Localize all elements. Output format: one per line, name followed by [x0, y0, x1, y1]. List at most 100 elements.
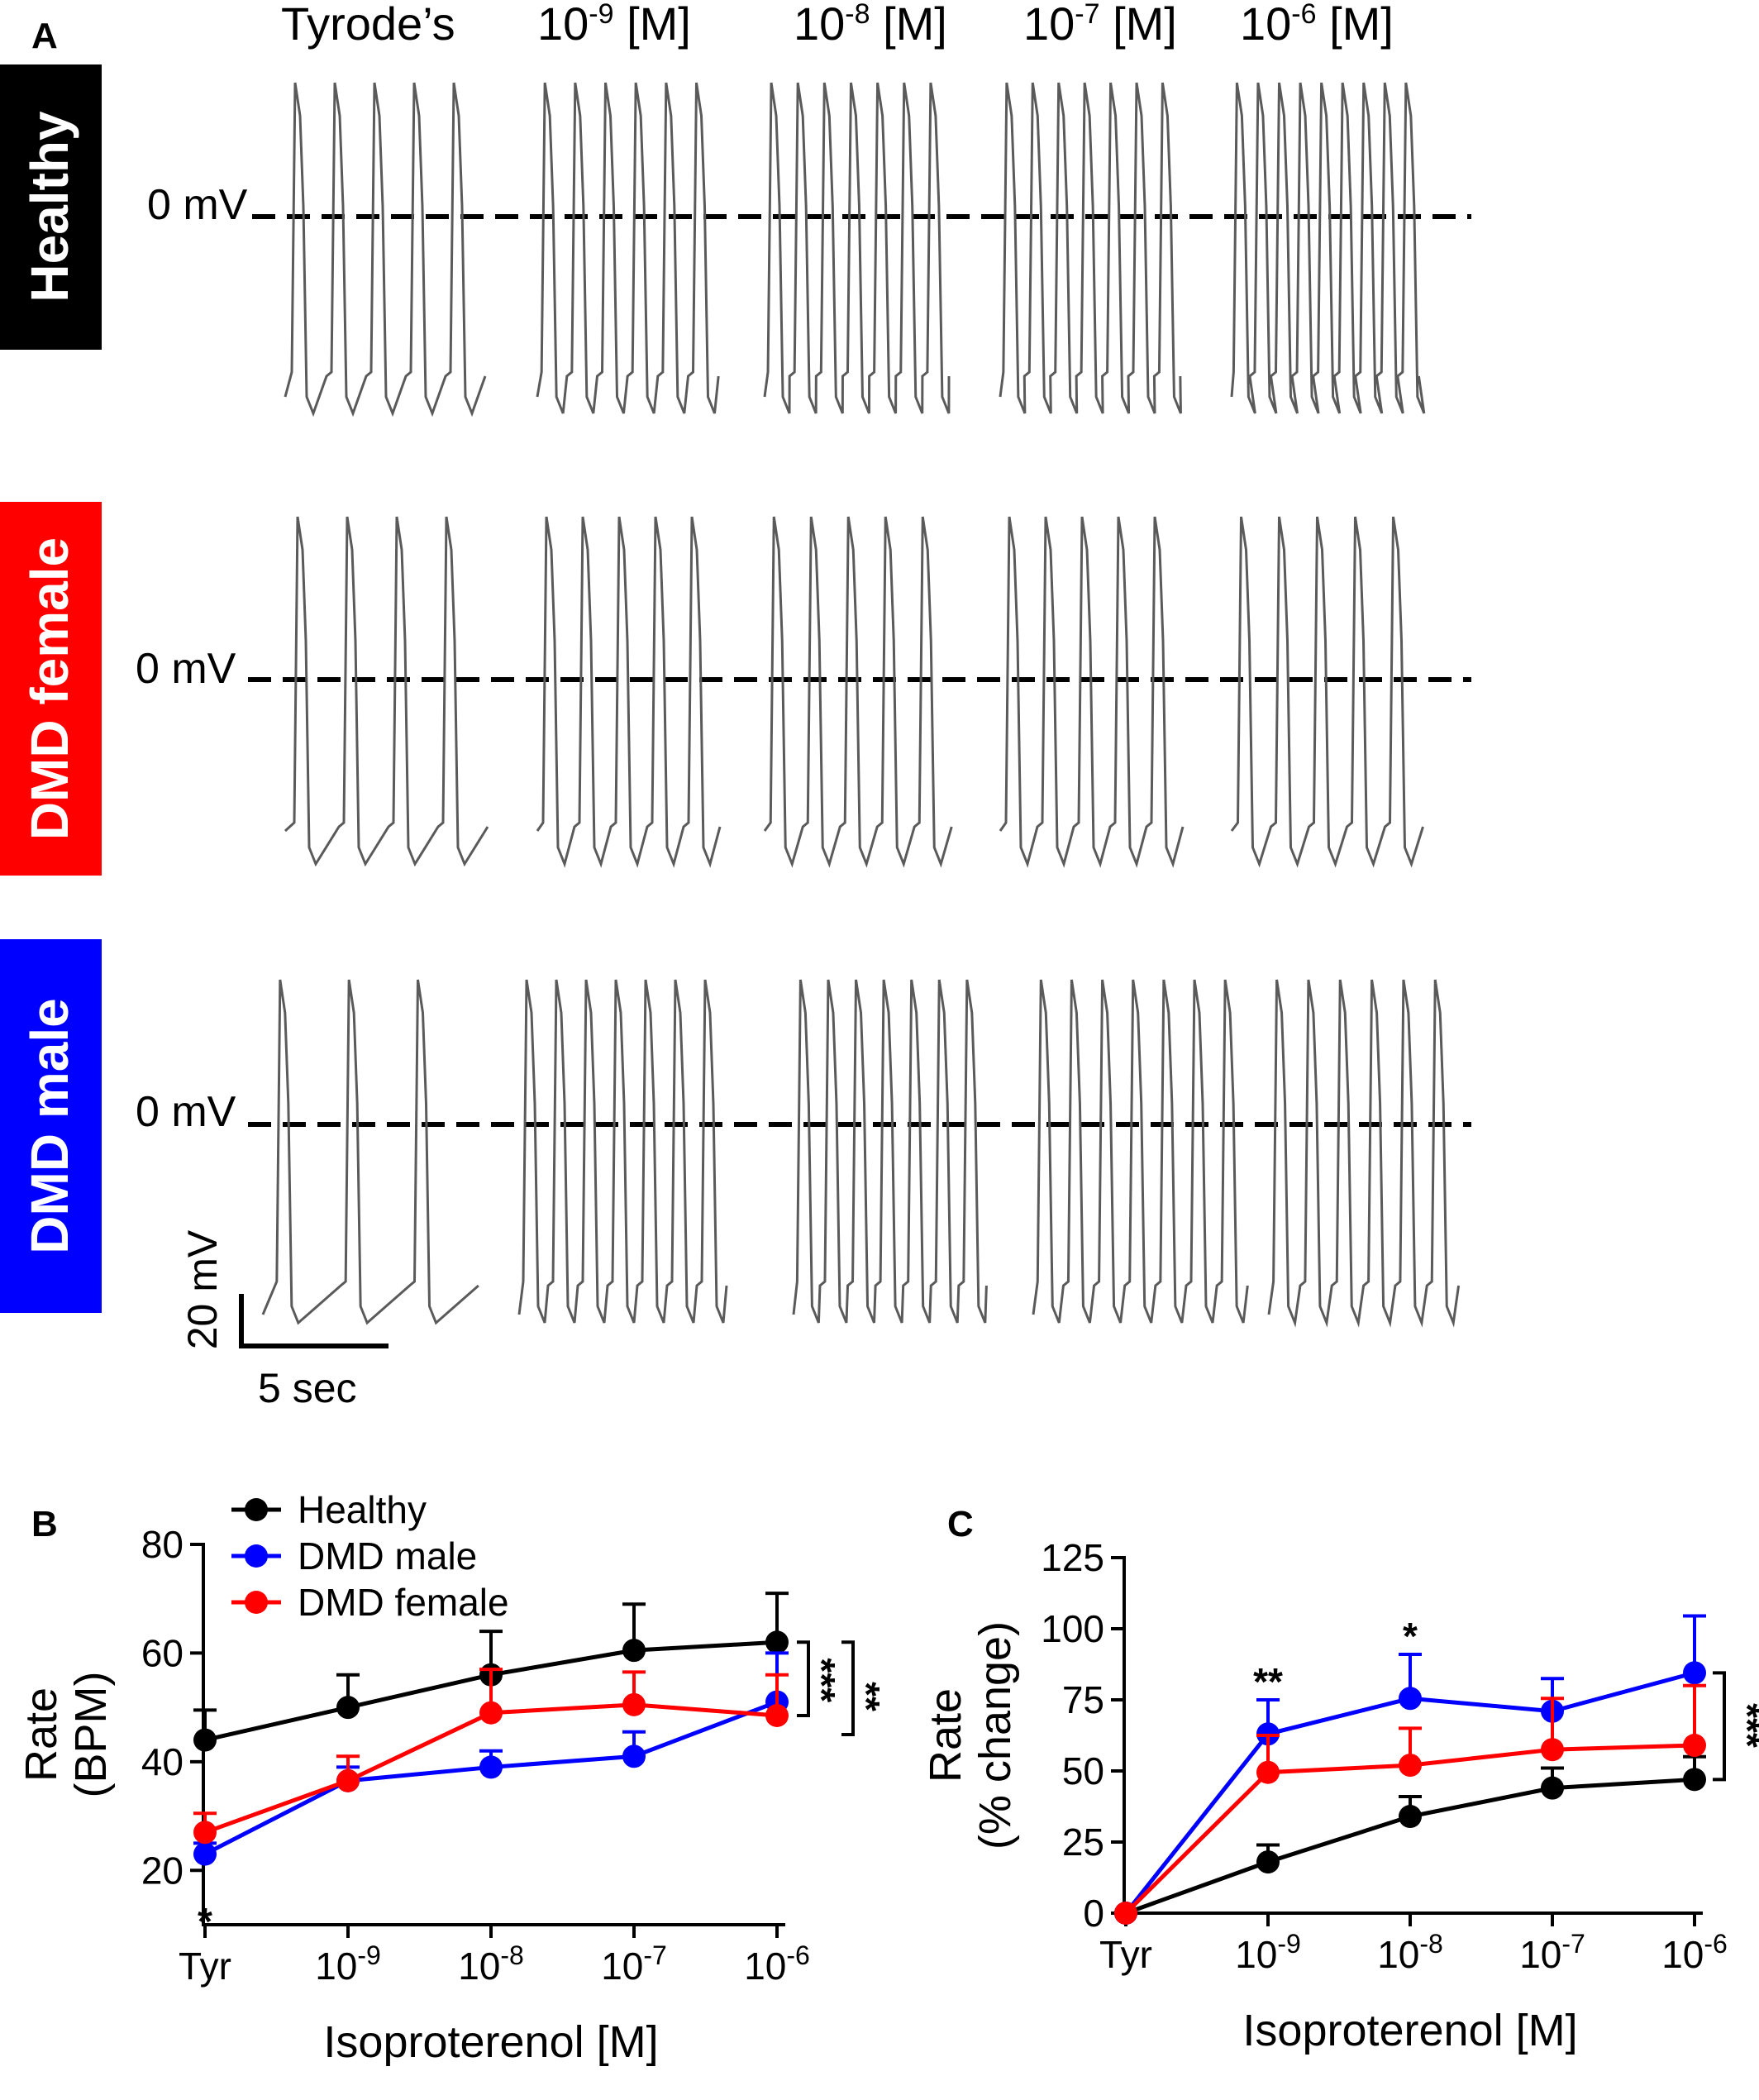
data-point — [479, 1701, 503, 1725]
y-tick-label: 75 — [1062, 1678, 1104, 1721]
trace-1-2 — [763, 516, 953, 868]
trace-2-3 — [1032, 979, 1249, 1324]
legend-label: DMD male — [298, 1534, 477, 1577]
trace-2-0 — [261, 979, 479, 1325]
x-axis-title: Isoproterenol [M] — [1242, 2006, 1577, 2055]
trace-0-4 — [1230, 82, 1426, 414]
row-label-dmd-female-text: DMD female — [20, 537, 79, 840]
y-axis-title: (BPM) — [66, 1672, 116, 1798]
panel-c-chart: 0 25 50 75 100 125 Tyr 10-9 10-8 10-7 10-6 Isoprote… — [921, 1536, 1759, 2055]
data-point — [1114, 1902, 1137, 1925]
panel-a-letter: A — [31, 16, 58, 56]
data-point — [1399, 1687, 1422, 1711]
action-potential-traces — [261, 82, 1461, 1328]
y-axis-title: Rate — [17, 1687, 66, 1782]
data-point — [1399, 1805, 1422, 1829]
significance-marker: ** — [845, 1682, 888, 1711]
trace-0-1 — [536, 82, 720, 414]
row-label-dmd-female: DMD female — [0, 502, 102, 876]
row-label-dmd-female-box — [0, 502, 102, 876]
data-point — [336, 1696, 360, 1720]
panel-b-chart: 20 40 60 80 Tyr 10-9 10-8 10-7 10-6 Isoproterenol… — [17, 1488, 888, 2067]
data-point — [1683, 1768, 1706, 1792]
row-label-healthy-text: Healthy — [20, 111, 79, 303]
x-tick-label: 10-6 — [1661, 1929, 1728, 1976]
data-point — [336, 1768, 360, 1792]
significance-bracket — [841, 1640, 855, 1736]
data-point — [1399, 1754, 1422, 1778]
x-tick-label: 10-7 — [601, 1940, 667, 1988]
zero-mv-label-dmd-female: 0 mV — [136, 645, 236, 693]
column-label-1e-8: 10-8 [M] — [794, 0, 947, 50]
data-point — [1683, 1734, 1706, 1758]
row-label-dmd-male: DMD male — [0, 939, 102, 1313]
y-tick-label: 60 — [141, 1631, 184, 1674]
trace-1-4 — [1230, 516, 1424, 868]
legend-marker — [245, 1591, 268, 1614]
significance-bracket — [797, 1640, 810, 1717]
significance-marker: * — [1403, 1615, 1418, 1658]
trace-1-1 — [536, 516, 722, 868]
y-tick-label: 40 — [141, 1740, 184, 1783]
row-label-healthy-box — [0, 64, 102, 350]
column-label-1e-9: 10-9 [M] — [537, 0, 691, 50]
column-label-1e-7: 10-7 [M] — [1023, 0, 1177, 50]
trace-0-2 — [763, 82, 951, 414]
y-axis-title: Rate — [921, 1688, 970, 1783]
row-label-dmd-male-box — [0, 939, 102, 1313]
data-point — [1541, 1738, 1564, 1762]
trace-2-4 — [1267, 979, 1461, 1328]
legend-marker — [245, 1498, 268, 1521]
x-tick-label: 10-8 — [1377, 1929, 1443, 1976]
scale-bar-voltage-label: 20 mV — [179, 1229, 226, 1349]
y-tick-label: 25 — [1062, 1821, 1104, 1864]
data-point — [1256, 1760, 1280, 1784]
trace-2-1 — [517, 979, 728, 1324]
x-tick-label: 10-9 — [315, 1940, 381, 1988]
legend-label: Healthy — [298, 1488, 427, 1531]
y-tick-label: 100 — [1041, 1607, 1104, 1650]
data-point — [622, 1744, 646, 1768]
series-dmd-female — [193, 1668, 789, 1845]
data-point — [479, 1755, 503, 1779]
trace-2-2 — [792, 979, 988, 1324]
significance-marker: * — [198, 1900, 212, 1943]
y-tick-label: 125 — [1041, 1536, 1104, 1579]
x-tick-label: Tyr — [179, 1945, 231, 1988]
y-tick-label: 80 — [141, 1523, 184, 1566]
scale-bar-lines — [239, 1294, 389, 1348]
y-tick-label: 0 — [1083, 1892, 1104, 1935]
y-axis-title: (% change) — [970, 1621, 1020, 1849]
series-dmd-female — [1114, 1683, 1706, 1925]
trace-1-3 — [999, 516, 1185, 868]
column-label-1e-6: 10-6 [M] — [1240, 0, 1394, 50]
zero-mv-label-dmd-male: 0 mV — [136, 1088, 236, 1136]
column-label-tyrodes: Tyrode’s — [281, 0, 455, 50]
column-headers: Tyrode’s 10-9 [M] 10-8 [M] 10-7 [M] 10-6… — [281, 0, 1394, 50]
y-tick-label: 20 — [141, 1849, 184, 1892]
row-label-healthy: Healthy — [0, 64, 102, 350]
data-point — [193, 1842, 217, 1866]
x-tick-label: 10-8 — [458, 1940, 524, 1988]
panel-b-letter: B — [31, 1504, 58, 1544]
data-point — [1683, 1661, 1706, 1685]
series-healthy — [1114, 1754, 1706, 1925]
data-point — [622, 1692, 646, 1716]
legend-label: DMD female — [298, 1581, 509, 1624]
scale-bar-time-label: 5 sec — [258, 1365, 357, 1411]
data-point — [622, 1639, 646, 1663]
y-tick-label: 50 — [1062, 1749, 1104, 1792]
trace-0-0 — [284, 82, 487, 418]
trace-1-0 — [284, 516, 489, 867]
x-tick-label: 10-6 — [744, 1940, 810, 1988]
significance-marker: ** — [1253, 1660, 1283, 1703]
x-tick-label: Tyr — [1099, 1933, 1152, 1976]
trace-0-3 — [999, 82, 1182, 414]
legend-marker — [245, 1544, 268, 1568]
significance-marker: *** — [1726, 1703, 1759, 1748]
legend-entry: Healthy — [231, 1488, 427, 1531]
significance-bracket — [1713, 1671, 1726, 1782]
legend-entry: DMD female — [231, 1581, 509, 1624]
data-point — [193, 1821, 217, 1845]
